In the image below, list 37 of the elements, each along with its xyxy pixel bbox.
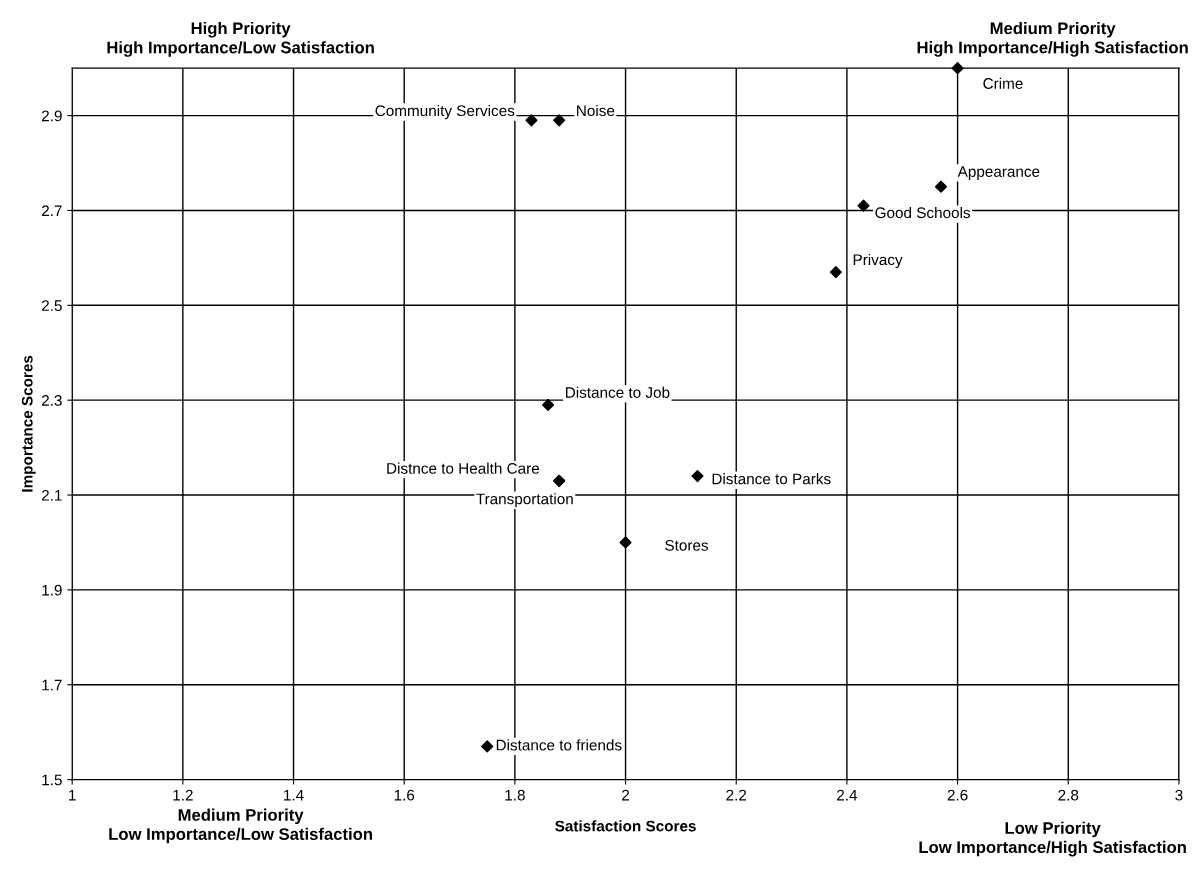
x-tick-label: 1	[69, 789, 76, 801]
y-tick-label: 1.7	[42, 679, 62, 691]
annotation: Appearance	[957, 166, 1040, 180]
x-tick-label: 2.4	[837, 789, 858, 801]
annotation: Good Schools	[875, 206, 971, 219]
annotation: Distance to Parks	[712, 473, 831, 485]
text: Medium Priority High Importance/High Satisfaction	[917, 21, 1188, 57]
text: High Priority High Importance/Low Satisfaction	[107, 21, 374, 57]
x-tick-label: 1.2	[173, 789, 193, 801]
y-tick-label: 1.9	[42, 584, 62, 596]
y-tick-label: 2.3	[41, 395, 62, 406]
y-tick-label: 2.9	[41, 110, 62, 122]
x-tick-label: 2.6	[947, 789, 968, 801]
text: Low Priority Low Importance/High Satisfaction	[919, 821, 1186, 857]
y-tick-label: 2.5	[41, 300, 62, 311]
annotation: Privacy	[853, 253, 903, 269]
x-tick-label: 1.8	[505, 789, 525, 801]
annotation: Noise	[577, 104, 615, 117]
annotation: Distance to Job	[566, 386, 670, 398]
y-tick-label: 1.5	[42, 774, 62, 786]
x-tick-label: 2.8	[1058, 789, 1079, 801]
annotation: Community Services	[375, 104, 515, 120]
x-tick-label: 3	[1175, 789, 1183, 801]
text: Medium Priority Low Importance/Low Satisfaction	[109, 808, 372, 844]
x-tick-label: 1.6	[394, 789, 415, 801]
annotation: Distance to friends	[496, 739, 622, 751]
x-tick-label: 2	[622, 789, 630, 801]
annotation: Distnce to Health Care	[387, 462, 540, 474]
y-tick-label: 2.1	[41, 489, 62, 501]
x-tick-label: 2.2	[726, 789, 747, 801]
y-tick-label: 2.7	[41, 205, 62, 216]
annotation: Stores	[665, 539, 709, 551]
annotation: Transportation	[476, 493, 573, 508]
y-axis-title: Importance Scores	[21, 355, 36, 492]
x-axis-title: Satisfaction Scores	[555, 820, 696, 832]
x-tick-label: 1.4	[284, 789, 304, 801]
annotation: Crime	[983, 77, 1023, 89]
